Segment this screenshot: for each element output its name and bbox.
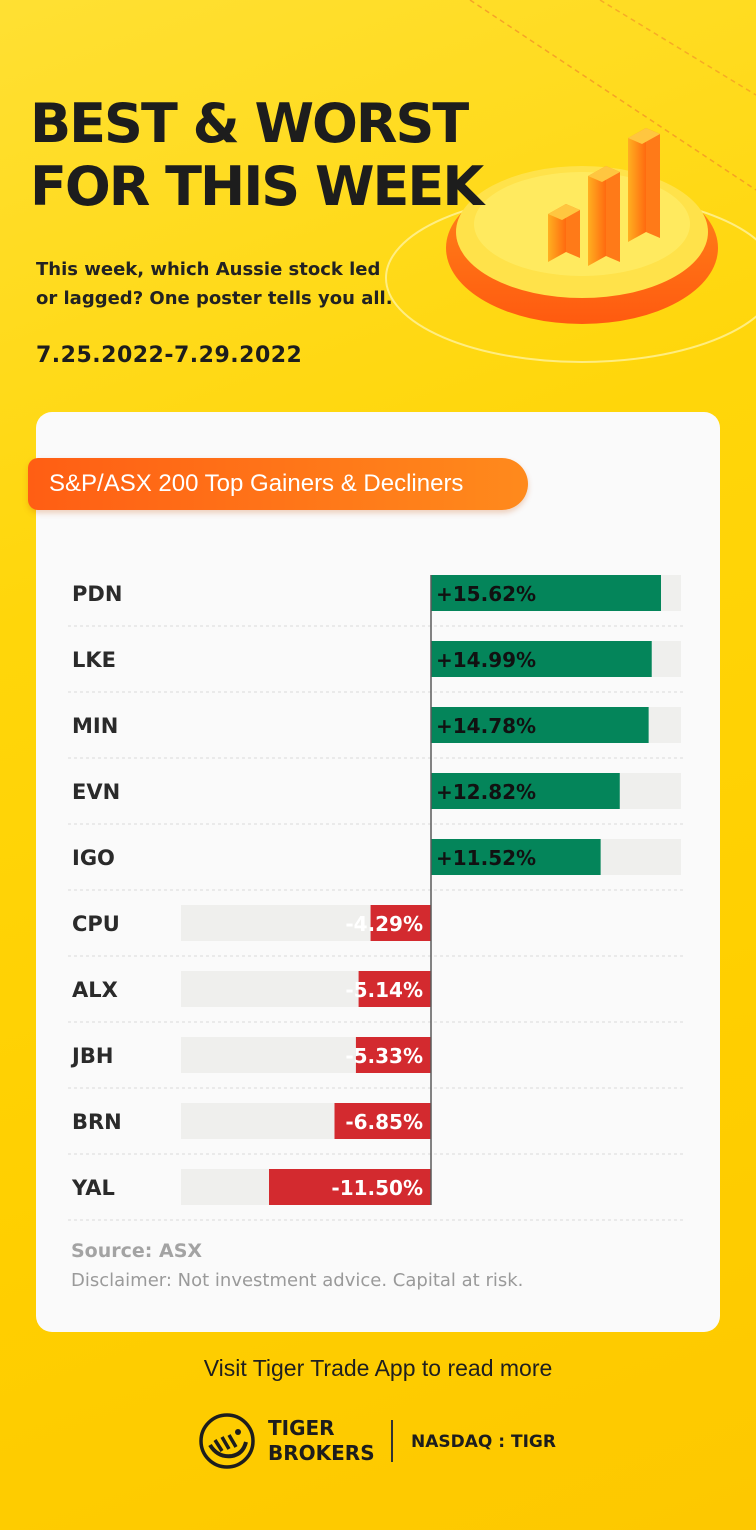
bar (431, 641, 652, 677)
bar (355, 1037, 431, 1073)
bar-chart-icon (548, 128, 660, 266)
visit-link[interactable]: Visit Tiger Trade App to read more (203, 1355, 553, 1381)
data-label: +14.99% (436, 648, 536, 672)
chart-title: S&P/ASX 200 Top Gainers & Decliners (28, 458, 528, 510)
category-label: BRN (72, 1110, 122, 1134)
subtitle-line-1: This week, which Aussie stock led (36, 259, 381, 280)
tiger-logo-icon (199, 1413, 255, 1469)
page-title: BEST & WORST FOR THIS WEEK (30, 92, 484, 219)
category-label: MIN (72, 714, 118, 738)
category-label: YAL (71, 1176, 115, 1200)
bar (334, 1103, 431, 1139)
data-label: +14.78% (436, 714, 536, 738)
brand-divider (391, 1420, 393, 1462)
data-label: -6.85% (345, 1110, 423, 1134)
data-label: +11.52% (436, 846, 536, 870)
category-label: EVN (72, 780, 120, 804)
brand-name: TIGER BROKERS (268, 1416, 388, 1466)
category-label: IGO (72, 846, 115, 870)
category-label: JBH (70, 1044, 113, 1068)
header-decoration (385, 0, 756, 363)
date-range: 7.25.2022-7.29.2022 (36, 343, 303, 368)
brand-line-1: TIGER (268, 1416, 335, 1440)
data-label: -4.29% (345, 912, 423, 936)
category-label: ALX (72, 978, 118, 1002)
brand-line-2: BROKERS (268, 1441, 375, 1465)
disclaimer-text: Disclaimer: Not investment advice. Capit… (71, 1270, 524, 1291)
bar (269, 1169, 431, 1205)
data-label: -5.14% (345, 978, 423, 1002)
bar (358, 971, 431, 1007)
bar (431, 773, 620, 809)
data-label: -5.33% (345, 1044, 423, 1068)
title-line-2: FOR THIS WEEK (30, 155, 484, 219)
bar (370, 905, 431, 941)
title-line-1: BEST & WORST (30, 92, 469, 155)
subtitle: This week, which Aussie stock led or lagg… (36, 255, 436, 313)
category-label: CPU (72, 912, 120, 936)
data-label: +12.82% (436, 780, 536, 804)
ticker-symbol: NASDAQ : TIGR (411, 1432, 556, 1452)
source-text: Source: ASX (71, 1240, 203, 1262)
bar (431, 575, 661, 611)
category-label: PDN (72, 582, 122, 606)
bar (431, 839, 601, 875)
subtitle-line-2: or lagged? One poster tells you all. (36, 288, 393, 309)
data-label: +15.62% (436, 582, 536, 606)
data-label: -11.50% (331, 1176, 423, 1200)
bar (431, 707, 649, 743)
category-label: LKE (72, 648, 116, 672)
